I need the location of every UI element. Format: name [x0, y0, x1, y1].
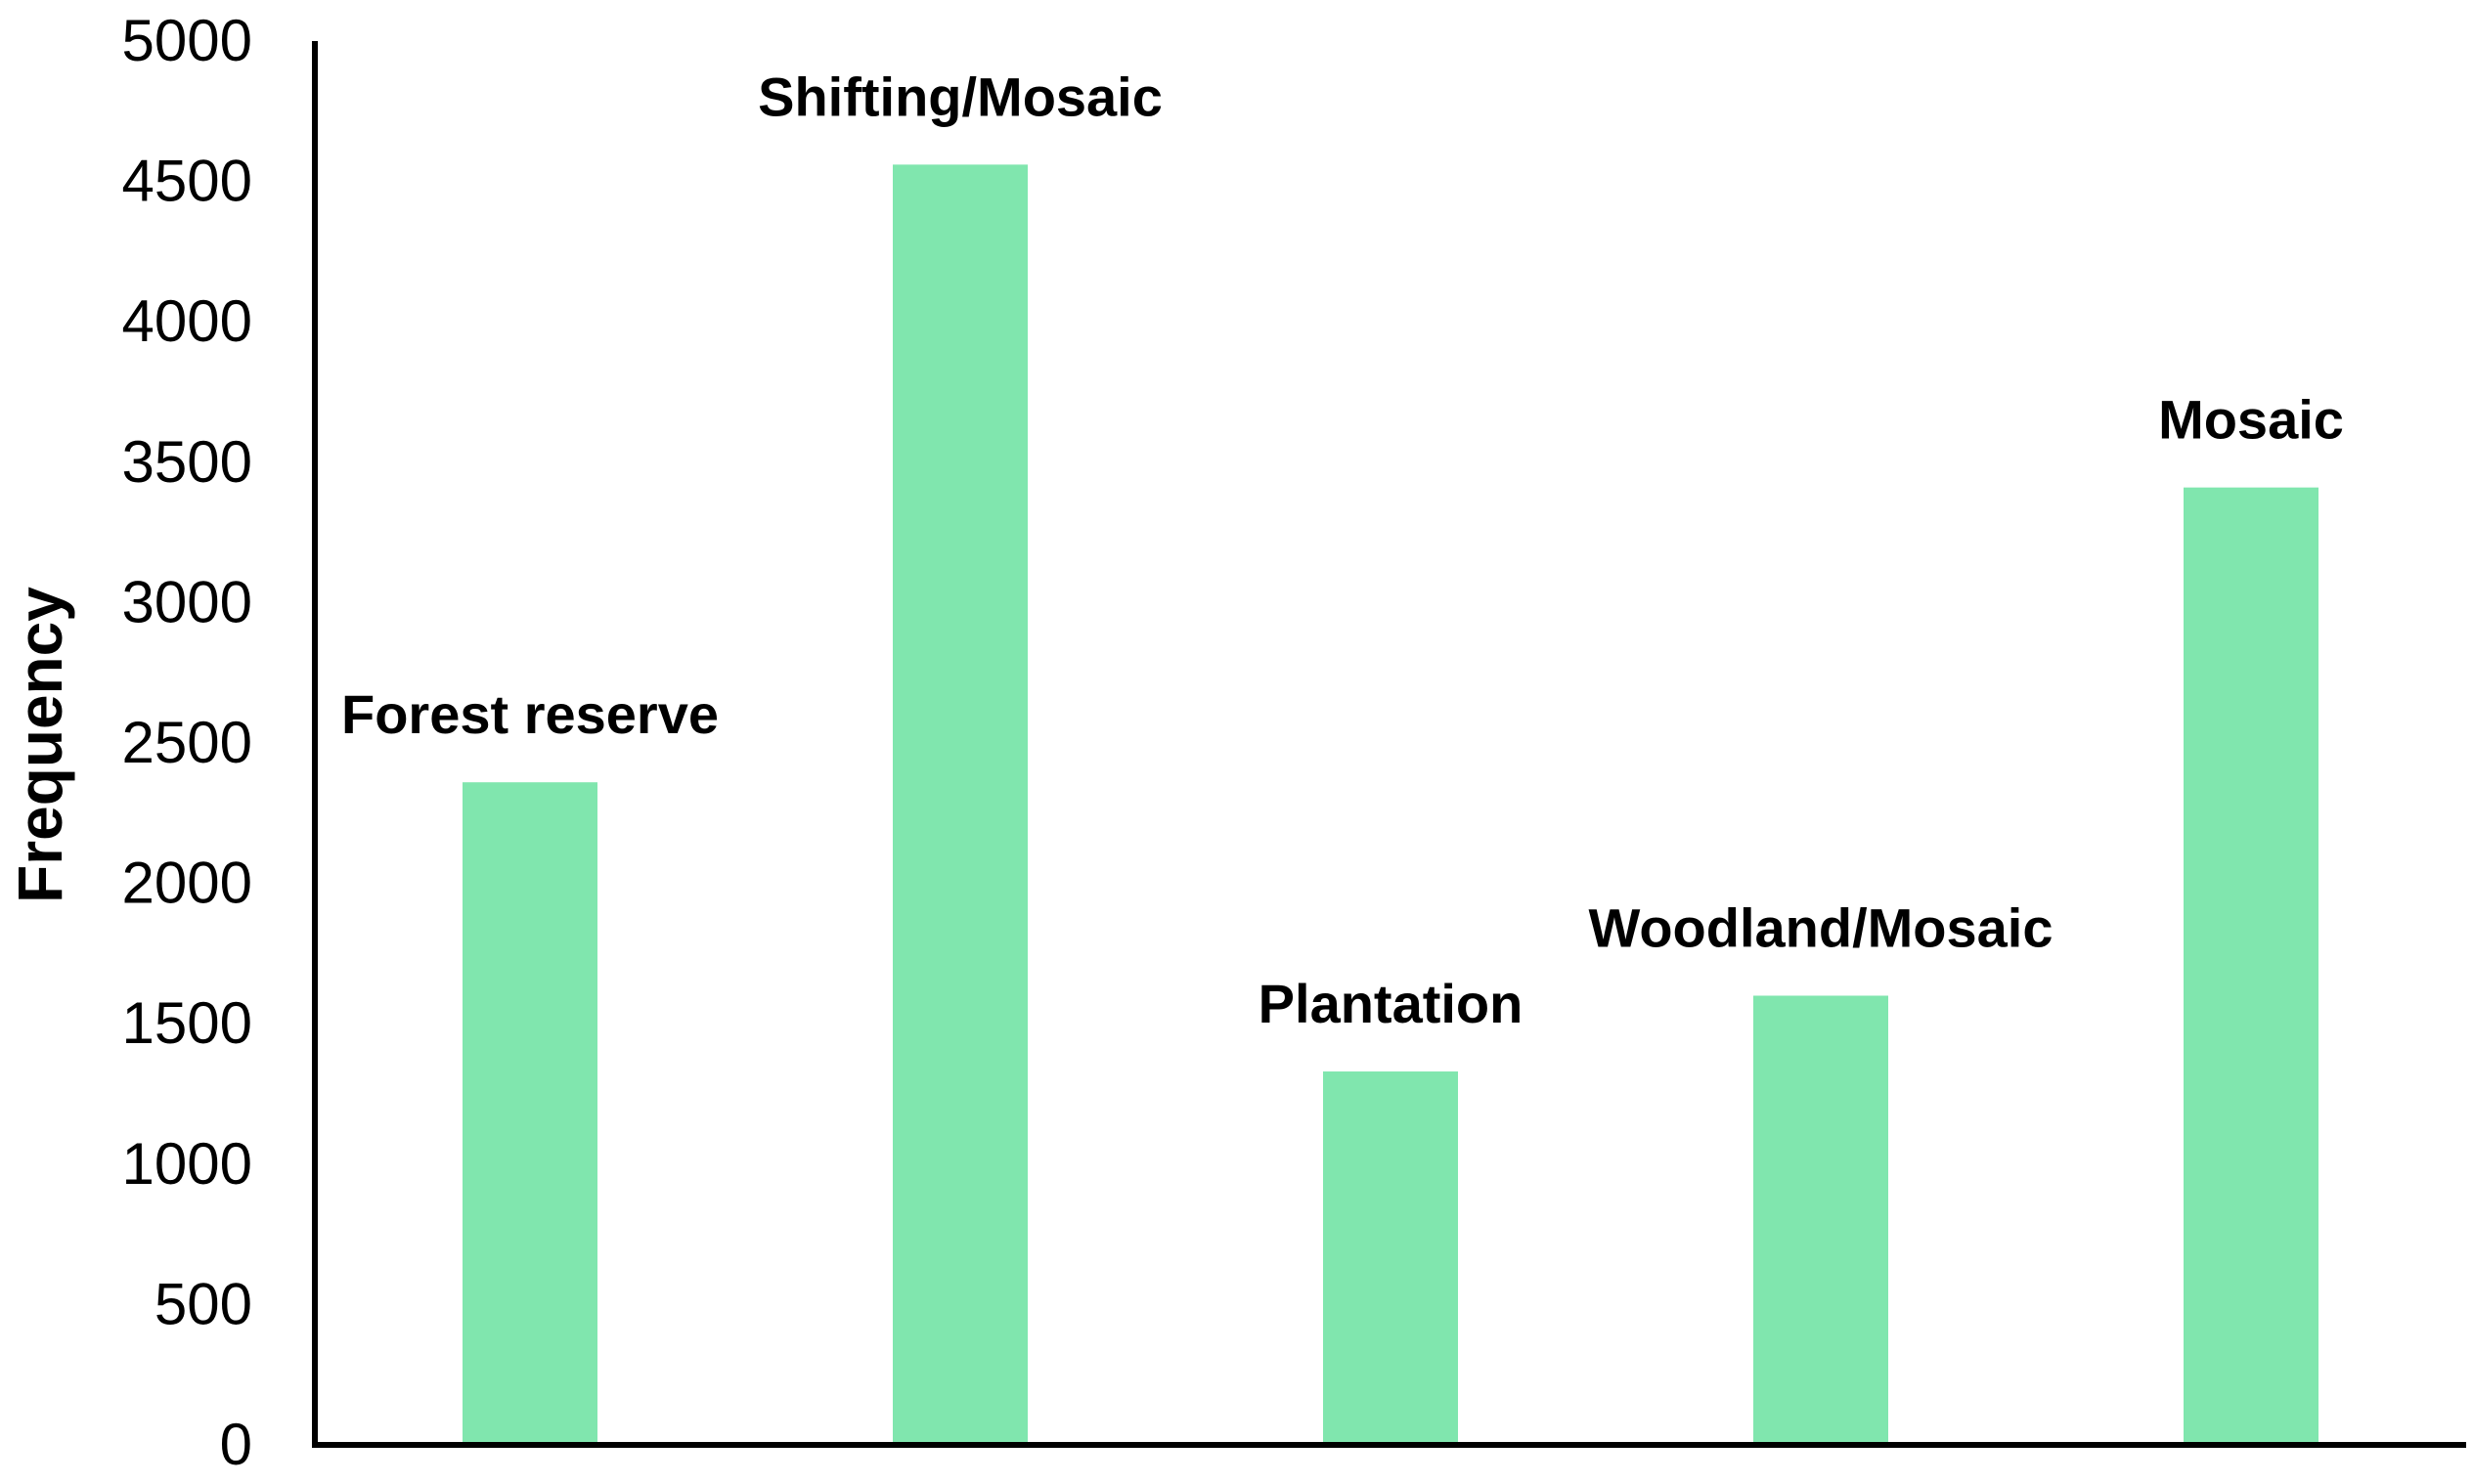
y-tick-label: 1000	[122, 1131, 252, 1197]
y-tick-label: 1500	[122, 990, 252, 1056]
bar-category-label: Plantation	[1259, 973, 1524, 1034]
y-tick-label: 500	[155, 1271, 252, 1336]
bar-category-label: Forest reserve	[341, 683, 719, 745]
y-tick-labels: 0 500 1000 1500 2000 2500 3000 3500 4000 4500 5000	[122, 8, 252, 1477]
y-tick-label: 3500	[122, 429, 252, 495]
bar	[2184, 487, 2318, 1445]
bar	[893, 164, 1028, 1445]
y-tick-label: 2500	[122, 710, 252, 775]
bar	[1323, 1071, 1458, 1445]
bar	[463, 782, 597, 1445]
y-tick-label: 3000	[122, 569, 252, 634]
bar-labels: Forest reserve Shifting/Mosaic Plantation W…	[341, 65, 2344, 1034]
y-tick-label: 4500	[122, 149, 252, 214]
bars	[463, 164, 2318, 1445]
bar-category-label: Shifting/Mosaic	[758, 65, 1163, 127]
bar-category-label: Woodland/Mosaic	[1589, 896, 2053, 958]
y-tick-label: 5000	[122, 8, 252, 73]
bar	[1753, 995, 1888, 1445]
bar-category-label: Mosaic	[2158, 389, 2344, 451]
y-axis-title: Frequency	[5, 587, 75, 903]
y-tick-label: 2000	[122, 851, 252, 916]
y-tick-label: 4000	[122, 288, 252, 354]
y-tick-label: 0	[220, 1412, 252, 1477]
